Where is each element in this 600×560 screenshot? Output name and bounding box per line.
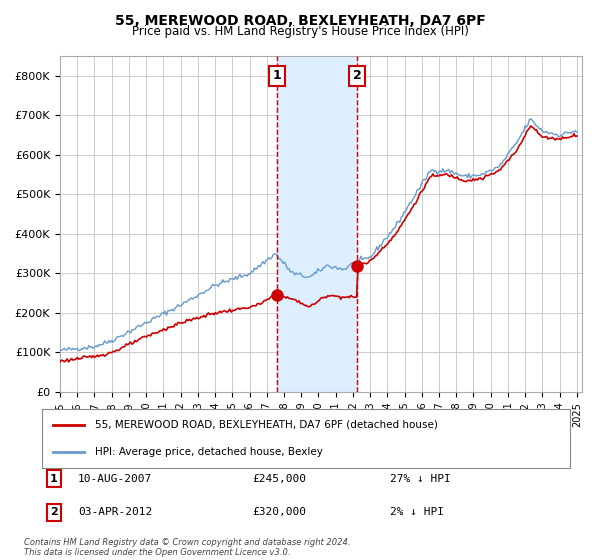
Text: HPI: Average price, detached house, Bexley: HPI: Average price, detached house, Bexl… [95,447,323,457]
Text: 03-APR-2012: 03-APR-2012 [78,507,152,517]
Text: 55, MEREWOOD ROAD, BEXLEYHEATH, DA7 6PF: 55, MEREWOOD ROAD, BEXLEYHEATH, DA7 6PF [115,14,485,28]
Text: 27% ↓ HPI: 27% ↓ HPI [390,474,451,484]
Text: 10-AUG-2007: 10-AUG-2007 [78,474,152,484]
Bar [277,56,357,392]
Text: £320,000: £320,000 [252,507,306,517]
Text: 1: 1 [272,69,281,82]
Text: Contains HM Land Registry data © Crown copyright and database right 2024.
This d: Contains HM Land Registry data © Crown c… [24,538,350,557]
Text: Price paid vs. HM Land Registry's House Price Index (HPI): Price paid vs. HM Land Registry's House … [131,25,469,38]
Text: 2: 2 [50,507,58,517]
Text: 1: 1 [50,474,58,484]
Text: 55, MEREWOOD ROAD, BEXLEYHEATH, DA7 6PF (detached house): 55, MEREWOOD ROAD, BEXLEYHEATH, DA7 6PF … [95,419,437,430]
Text: 2: 2 [353,69,362,82]
Text: 2% ↓ HPI: 2% ↓ HPI [390,507,444,517]
Text: £245,000: £245,000 [252,474,306,484]
